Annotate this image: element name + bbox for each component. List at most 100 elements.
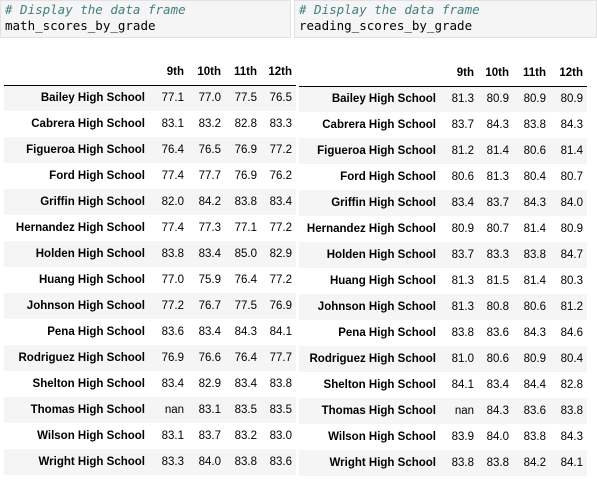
score-cell: 81.2 bbox=[451, 145, 474, 157]
table-row: Cabrera High School 83.7 84.3 83.8 84.3 bbox=[299, 112, 587, 138]
column-header: 9th bbox=[154, 59, 188, 86]
column-header: 10th bbox=[188, 59, 225, 86]
school-name: Cabrera High School bbox=[31, 118, 145, 130]
school-name: Rodriguez High School bbox=[18, 352, 146, 364]
code-comment: # Display the data frame bbox=[5, 2, 186, 17]
score-cell: 80.9 bbox=[451, 223, 474, 235]
school-name: Huang High School bbox=[329, 275, 436, 287]
score-cell: 82.0 bbox=[161, 196, 184, 208]
table-row: Griffin High School 83.4 83.7 84.3 84.0 bbox=[299, 190, 587, 216]
code-cell-math[interactable]: # Display the data frame math_scores_by_… bbox=[0, 0, 291, 38]
score-cell: 81.3 bbox=[451, 301, 474, 313]
table-row: Huang High School 77.0 75.9 76.4 77.2 bbox=[4, 267, 296, 293]
school-name: Rodriguez High School bbox=[309, 353, 437, 365]
score-cell: 83.0 bbox=[269, 430, 292, 442]
score-cell: 83.8 bbox=[234, 196, 257, 208]
score-cell: 84.3 bbox=[560, 431, 583, 443]
school-name: Wright High School bbox=[38, 456, 145, 468]
score-cell: 84.3 bbox=[486, 405, 509, 417]
score-cell: 77.7 bbox=[269, 352, 292, 364]
score-cell: 83.1 bbox=[161, 430, 184, 442]
score-cell: 82.9 bbox=[198, 378, 221, 390]
score-cell: 84.2 bbox=[523, 457, 546, 469]
score-cell: 80.3 bbox=[560, 275, 583, 287]
score-cell: 81.4 bbox=[523, 223, 546, 235]
column-header: 11th bbox=[225, 59, 261, 86]
score-cell: 84.0 bbox=[486, 431, 509, 443]
score-cell: 83.7 bbox=[451, 249, 474, 261]
score-cell: 83.1 bbox=[161, 118, 184, 130]
table-row: Pena High School 83.8 83.6 84.3 84.6 bbox=[299, 320, 587, 346]
score-cell: 84.2 bbox=[198, 196, 221, 208]
score-cell: nan bbox=[454, 405, 474, 417]
school-name: Huang High School bbox=[38, 274, 145, 286]
table-row: Ford High School 77.4 77.7 76.9 76.2 bbox=[4, 163, 296, 189]
table-row: Hernandez High School 77.4 77.3 77.1 77.2 bbox=[4, 215, 296, 241]
score-cell: 83.8 bbox=[269, 378, 292, 390]
table-row: Hernandez High School 80.9 80.7 81.4 80.9 bbox=[299, 216, 587, 242]
score-cell: 83.4 bbox=[198, 326, 221, 338]
column-header: 10th bbox=[478, 60, 513, 87]
score-cell: 81.2 bbox=[560, 301, 583, 313]
table-row: Wilson High School 83.9 84.0 83.8 84.3 bbox=[299, 424, 587, 450]
column-header: 9th bbox=[445, 60, 478, 87]
school-name: Wright High School bbox=[329, 457, 436, 469]
table-row: Ford High School 80.6 81.3 80.4 80.7 bbox=[299, 164, 587, 190]
school-name: Holden High School bbox=[326, 249, 436, 261]
score-cell: 82.8 bbox=[234, 118, 257, 130]
school-name: Shelton High School bbox=[32, 378, 145, 390]
score-cell: 81.4 bbox=[486, 145, 509, 157]
score-cell: 83.1 bbox=[198, 404, 221, 416]
score-cell: 76.5 bbox=[269, 92, 292, 105]
score-cell: 83.3 bbox=[269, 118, 292, 130]
school-name: Wilson High School bbox=[37, 430, 145, 442]
score-cell: 76.4 bbox=[234, 352, 257, 364]
score-cell: 80.6 bbox=[523, 145, 546, 157]
score-cell: 76.9 bbox=[234, 170, 257, 182]
score-cell: 83.7 bbox=[451, 119, 474, 131]
school-name: Cabrera High School bbox=[322, 119, 436, 131]
score-cell: 83.8 bbox=[451, 327, 474, 339]
school-name: Bailey High School bbox=[331, 93, 436, 106]
score-cell: 83.8 bbox=[234, 456, 257, 468]
score-cell: 80.4 bbox=[523, 171, 546, 183]
score-cell: 77.2 bbox=[269, 222, 292, 234]
table-row: Pena High School 83.6 83.4 84.3 84.1 bbox=[4, 319, 296, 345]
score-cell: 83.4 bbox=[161, 378, 184, 390]
score-cell: 83.6 bbox=[523, 405, 546, 417]
score-cell: 83.8 bbox=[523, 249, 546, 261]
score-cell: 83.5 bbox=[234, 404, 257, 416]
score-cell: 76.4 bbox=[161, 144, 184, 156]
score-cell: 83.4 bbox=[198, 248, 221, 260]
score-cell: 80.9 bbox=[560, 223, 583, 235]
table-row: Holden High School 83.8 83.4 85.0 82.9 bbox=[4, 241, 296, 267]
score-cell: 77.2 bbox=[269, 144, 292, 156]
score-cell: 84.3 bbox=[523, 197, 546, 209]
score-cell: 76.6 bbox=[198, 352, 221, 364]
score-cell: 83.8 bbox=[560, 405, 583, 417]
score-cell: 83.4 bbox=[451, 197, 474, 209]
score-cell: 76.2 bbox=[269, 170, 292, 182]
table-row: Rodriguez High School 81.0 80.6 80.9 80.4 bbox=[299, 346, 587, 372]
score-cell: 80.9 bbox=[560, 93, 583, 106]
school-name: Holden High School bbox=[35, 248, 145, 260]
score-cell: 84.1 bbox=[560, 457, 583, 469]
school-name: Griffin High School bbox=[331, 197, 436, 209]
score-cell: 83.7 bbox=[486, 197, 509, 209]
code-expression: math_scores_by_grade bbox=[5, 18, 156, 33]
school-name: Bailey High School bbox=[40, 92, 145, 105]
score-cell: 77.7 bbox=[198, 170, 221, 182]
table-row: Holden High School 83.7 83.3 83.8 84.7 bbox=[299, 242, 587, 268]
score-cell: 77.4 bbox=[161, 222, 184, 234]
school-name: Johnson High School bbox=[26, 300, 145, 312]
score-cell: nan bbox=[164, 404, 184, 416]
score-cell: 76.4 bbox=[234, 274, 257, 286]
score-cell: 83.6 bbox=[486, 327, 509, 339]
reading-scores-table: 9th 10th 11th 12th Bailey High School 81.… bbox=[299, 60, 587, 476]
code-cell-reading[interactable]: # Display the data frame reading_scores_… bbox=[294, 0, 597, 38]
score-cell: 84.7 bbox=[560, 249, 583, 261]
table-header-row: 9th 10th 11th 12th bbox=[299, 60, 587, 87]
score-cell: 83.6 bbox=[161, 326, 184, 338]
table-header-row: 9th 10th 11th 12th bbox=[4, 59, 296, 86]
table-row: Griffin High School 82.0 84.2 83.8 83.4 bbox=[4, 189, 296, 215]
